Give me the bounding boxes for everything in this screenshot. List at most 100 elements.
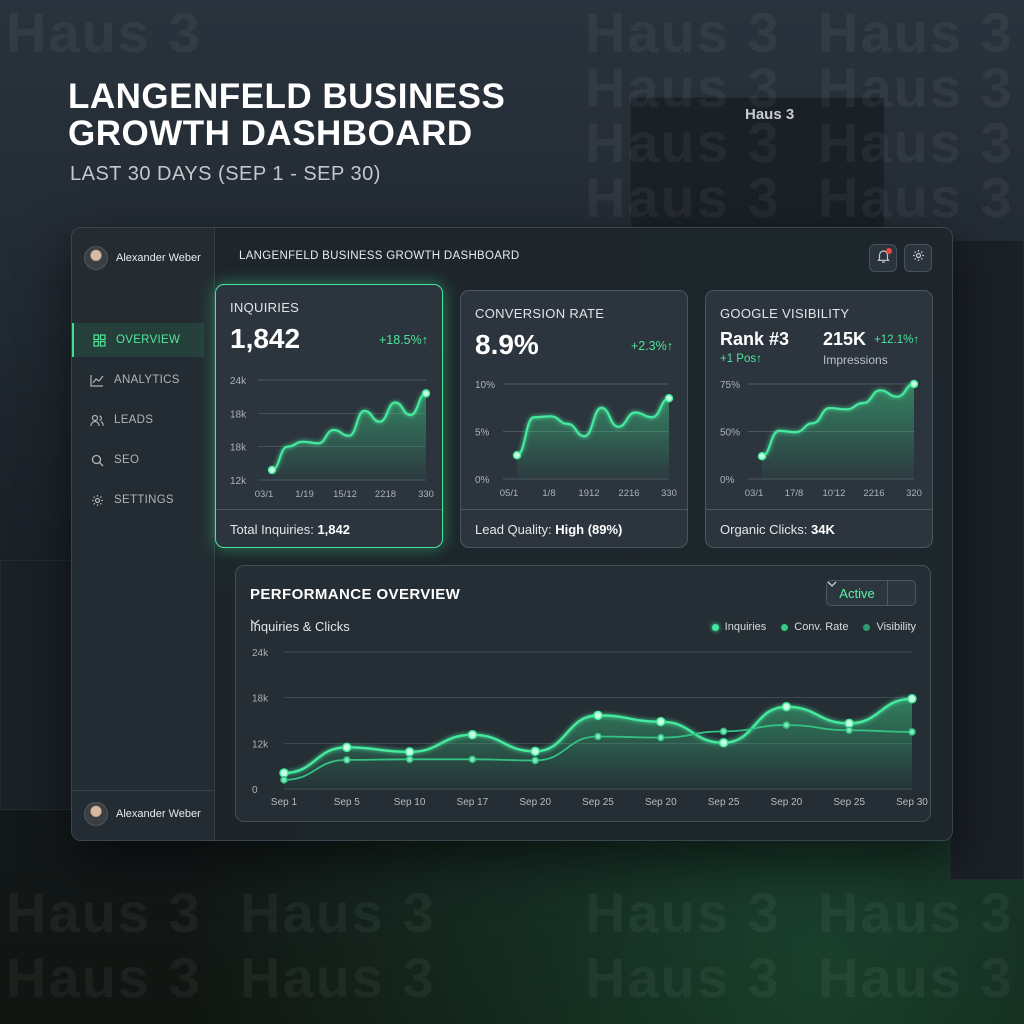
- card-change: +2.3%↑: [630, 339, 673, 353]
- conversion-rate-card[interactable]: CONVERSION RATE 8.9% +2.3%↑ 10% 5% 0% 05/1 1…: [460, 290, 688, 548]
- chart-line-icon: [90, 373, 104, 387]
- data-point[interactable]: [404, 747, 415, 757]
- watermark: Haus 3: [585, 166, 781, 229]
- gear-icon: [912, 249, 925, 267]
- avatar: [84, 246, 108, 270]
- rank-change: +1 Pos↑: [720, 353, 762, 365]
- card-label: INQUIRIES: [230, 300, 300, 315]
- x-tick-label: Sep 30: [896, 797, 928, 808]
- status-value: Active: [839, 585, 875, 601]
- x-tick-label: 2218: [375, 489, 396, 500]
- series-line: [516, 397, 670, 457]
- card-label: GOOGLE VISIBILITY: [720, 306, 850, 321]
- x-tick-label: 05/1: [500, 488, 519, 499]
- data-point[interactable]: [656, 716, 666, 727]
- data-point[interactable]: [757, 451, 767, 461]
- sidebar-item-label: OVERVIEW: [116, 334, 181, 346]
- data-point[interactable]: [343, 756, 351, 764]
- avatar: [84, 802, 108, 826]
- data-point[interactable]: [421, 389, 431, 398]
- footer-label: Organic Clicks:: [720, 522, 812, 537]
- settings-button[interactable]: [904, 244, 932, 272]
- footer-label: Lead Quality:: [475, 522, 556, 537]
- data-point[interactable]: [342, 742, 352, 753]
- watermark: Haus 3: [585, 1, 781, 64]
- data-point[interactable]: [512, 451, 522, 460]
- x-tick-label: 03/1: [255, 489, 274, 500]
- chevron-down-icon: [827, 581, 915, 605]
- card-label: CONVERSION RATE: [475, 306, 605, 321]
- data-point[interactable]: [594, 732, 602, 741]
- y-tick-label: 24k: [252, 648, 269, 659]
- y-tick-label: 50%: [720, 428, 740, 439]
- sidebar-item-leads[interactable]: LEADS: [72, 403, 215, 437]
- card-change: +18.5%↑: [379, 333, 428, 347]
- x-tick-label: Sep 17: [457, 797, 489, 808]
- data-point[interactable]: [908, 728, 916, 736]
- data-point[interactable]: [530, 746, 540, 757]
- y-tick-label: 18k: [252, 694, 269, 705]
- data-point[interactable]: [845, 726, 853, 734]
- y-tick-label: 12k: [252, 739, 269, 750]
- data-point[interactable]: [405, 755, 414, 764]
- sidebar-item-label: ANALYTICS: [114, 374, 180, 386]
- user-profile-top[interactable]: Alexander Weber: [84, 246, 201, 270]
- inquiries-card[interactable]: INQUIRIES 1,842 +18.5%↑ 24k 18k 18k 12k 03/1…: [215, 284, 443, 548]
- data-point[interactable]: [718, 738, 729, 748]
- legend-dot: [711, 623, 719, 631]
- legend-dot: [781, 623, 789, 631]
- user-profile-bottom[interactable]: Alexander Weber: [84, 802, 201, 826]
- x-tick-label: Sep 20: [771, 797, 803, 808]
- status-dropdown[interactable]: Active: [826, 580, 916, 606]
- data-point[interactable]: [844, 718, 854, 729]
- footer-value: 34K: [811, 522, 835, 537]
- data-point[interactable]: [280, 776, 288, 784]
- data-point[interactable]: [468, 755, 477, 764]
- watermark: Haus 3: [585, 56, 781, 119]
- data-point[interactable]: [909, 379, 919, 389]
- sidebar-item-settings[interactable]: SETTINGS: [72, 483, 215, 517]
- hero-subtitle: LAST 30 DAYS (SEP 1 - SEP 30): [70, 163, 381, 185]
- data-point[interactable]: [467, 730, 478, 740]
- watermark: Haus 3: [818, 111, 1014, 174]
- y-tick-label: 0%: [475, 475, 490, 486]
- data-point[interactable]: [719, 727, 728, 736]
- sidebar-item-label: LEADS: [114, 414, 154, 426]
- data-point[interactable]: [907, 694, 917, 704]
- watermark: Haus 3: [585, 946, 781, 1009]
- data-point[interactable]: [267, 465, 277, 475]
- data-point[interactable]: [782, 721, 791, 729]
- sidebar-item-overview[interactable]: OVERVIEW: [72, 323, 204, 357]
- data-point[interactable]: [664, 394, 674, 403]
- user-name: Alexander Weber: [116, 808, 201, 820]
- notification-badge: [886, 248, 892, 254]
- x-tick-label: 330: [661, 488, 677, 499]
- watermark: Haus 3: [818, 166, 1014, 229]
- sidebar-item-seo[interactable]: SEO: [72, 443, 215, 477]
- rank-value: Rank #3: [720, 329, 790, 349]
- x-tick-label: 2216: [618, 488, 639, 499]
- data-point[interactable]: [657, 733, 665, 742]
- sidebar-item-analytics[interactable]: ANALYTICS: [72, 363, 215, 397]
- legend-item[interactable]: Inquiries: [711, 621, 766, 633]
- x-tick-label: Sep 20: [645, 797, 677, 808]
- data-point[interactable]: [593, 710, 603, 721]
- building-sign: Haus 3: [745, 106, 795, 123]
- data-point[interactable]: [531, 756, 539, 765]
- legend-label: Visibility: [876, 621, 916, 633]
- x-tick-label: Sep 10: [394, 797, 426, 808]
- legend-item[interactable]: Conv. Rate: [781, 621, 848, 633]
- notifications-button[interactable]: [869, 244, 897, 272]
- x-tick-label: 2216: [863, 488, 884, 499]
- google-visibility-card[interactable]: GOOGLE VISIBILITY Rank #3 +1 Pos↑ 215K +…: [705, 290, 933, 548]
- watermark: Haus 3: [240, 946, 436, 1009]
- data-point[interactable]: [781, 702, 792, 712]
- series-line: [271, 392, 427, 472]
- x-tick-label: 1/19: [295, 489, 314, 500]
- area-fill: [517, 398, 669, 479]
- x-tick-label: Sep 25: [708, 797, 740, 808]
- legend-item[interactable]: Visibility: [863, 621, 916, 633]
- metric-selector[interactable]: Inquiries & Clicks: [250, 619, 356, 634]
- x-tick-label: 1/8: [542, 488, 555, 499]
- data-point[interactable]: [279, 768, 289, 778]
